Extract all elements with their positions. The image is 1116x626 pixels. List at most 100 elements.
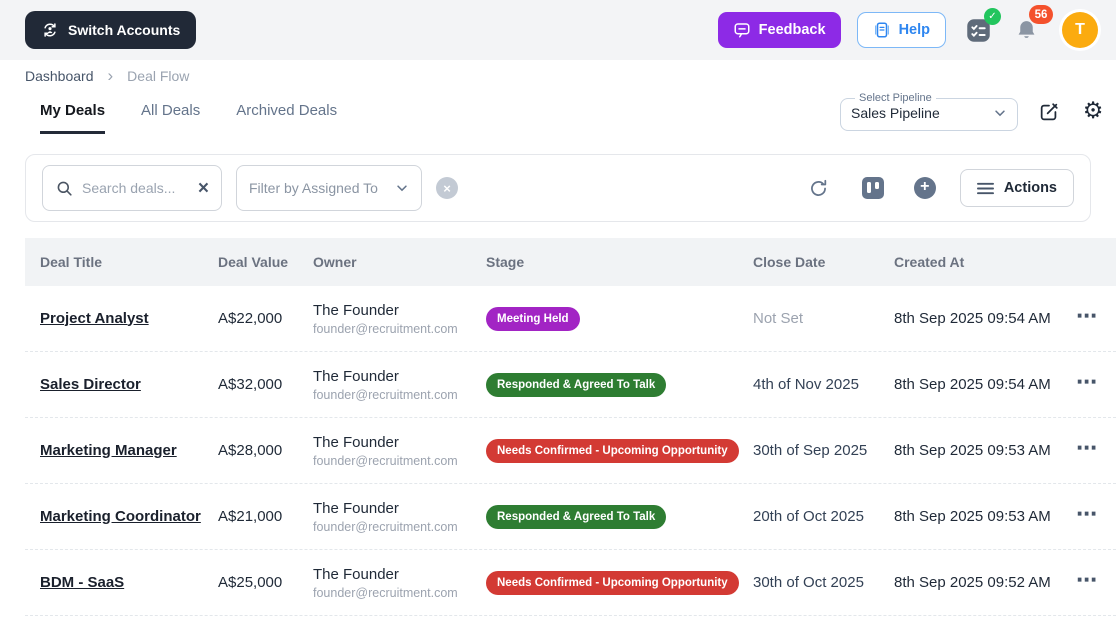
row-actions-button[interactable]: ⋯	[1076, 435, 1098, 460]
deal-value: A$25,000	[218, 574, 283, 591]
actions-label: Actions	[1003, 180, 1057, 196]
bell-icon	[1014, 18, 1039, 43]
tasks-button[interactable]: ✓	[962, 8, 1001, 46]
chevron-right-icon: ›	[107, 66, 114, 85]
deal-owner: The Founder founder@recruitment.com	[313, 368, 486, 402]
deal-owner: The Founder founder@recruitment.com	[313, 434, 486, 468]
tab-my-deals[interactable]: My Deals	[40, 102, 106, 134]
kanban-view-button[interactable]	[860, 175, 886, 201]
breadcrumb-dashboard[interactable]: Dashboard	[25, 67, 94, 84]
actions-button[interactable]: Actions	[959, 169, 1074, 207]
deal-value: A$28,000	[218, 442, 283, 459]
deal-owner: The Founder founder@recruitment.com	[313, 500, 486, 534]
owner-email: founder@recruitment.com	[313, 453, 458, 468]
column-header-close-date: Close Date	[753, 254, 826, 270]
refresh-icon	[808, 178, 829, 199]
deal-title-link[interactable]: Project Analyst	[40, 309, 149, 327]
checklist-icon	[965, 17, 992, 44]
avatar-initial: T	[1075, 21, 1085, 38]
assigned-to-filter-placeholder: Filter by Assigned To	[249, 180, 378, 196]
edit-pipeline-button[interactable]	[1036, 99, 1062, 125]
owner-name: The Founder	[313, 433, 399, 451]
feedback-button[interactable]: Feedback	[717, 12, 841, 48]
column-header-created-at: Created At	[894, 254, 965, 270]
assigned-to-filter[interactable]: Filter by Assigned To	[236, 165, 422, 211]
close-date: 30th of Oct 2025	[753, 574, 864, 591]
kanban-board-icon	[861, 177, 884, 199]
created-at: 8th Sep 2025 09:53 AM	[894, 508, 1051, 525]
stage-badge[interactable]: Needs Confirmed - Upcoming Opportunity	[486, 570, 739, 595]
close-date: 4th of Nov 2025	[753, 376, 859, 393]
pipeline-zone: Select Pipeline Sales Pipeline ⚙	[840, 92, 1106, 131]
stage-badge[interactable]: Meeting Held	[486, 306, 580, 331]
deal-owner: The Founder founder@recruitment.com	[313, 302, 486, 336]
owner-name: The Founder	[313, 367, 399, 385]
stage-badge[interactable]: Responded & Agreed To Talk	[486, 504, 667, 529]
tabs: My Deals All Deals Archived Deals	[40, 92, 337, 134]
topbar-right-cluster: Feedback Help ✓ 56 T	[717, 5, 1098, 48]
close-date: Not Set	[753, 310, 804, 327]
deal-title-link[interactable]: BDM - SaaS	[40, 573, 125, 591]
column-header-stage: Stage	[486, 254, 525, 270]
add-deal-button[interactable]: +	[913, 177, 936, 199]
owner-email: founder@recruitment.com	[313, 585, 458, 600]
breadcrumb-deal-flow: Deal Flow	[127, 67, 190, 84]
search-icon	[55, 179, 74, 198]
deals-table: Deal Title Deal Value Owner Stage Close …	[25, 238, 1116, 616]
settings-button[interactable]: ⚙	[1080, 99, 1106, 125]
clear-filters-button[interactable]: ×	[436, 177, 458, 199]
table-header: Deal Title Deal Value Owner Stage Close …	[25, 238, 1116, 286]
stage-badge[interactable]: Responded & Agreed To Talk	[486, 372, 667, 397]
pipeline-select[interactable]: Select Pipeline Sales Pipeline	[840, 92, 1018, 131]
feedback-icon	[733, 21, 751, 39]
table-row: Sales Director A$32,000 The Founder foun…	[25, 352, 1116, 418]
tasks-done-badge: ✓	[984, 8, 1001, 25]
row-actions-button[interactable]: ⋯	[1076, 303, 1098, 328]
clear-filters-icon: ×	[443, 180, 451, 196]
tab-archived-deals[interactable]: Archived Deals	[236, 102, 338, 119]
column-header-deal-title: Deal Title	[40, 254, 102, 270]
row-actions-button[interactable]: ⋯	[1076, 369, 1098, 394]
owner-name: The Founder	[313, 301, 399, 319]
deal-title-link[interactable]: Sales Director	[40, 375, 141, 393]
refresh-button[interactable]	[806, 175, 832, 201]
row-actions-button[interactable]: ⋯	[1076, 501, 1098, 526]
owner-name: The Founder	[313, 565, 399, 583]
deal-value: A$32,000	[218, 376, 283, 393]
created-at: 8th Sep 2025 09:53 AM	[894, 442, 1051, 459]
plus-icon: +	[920, 178, 930, 195]
owner-name: The Founder	[313, 499, 399, 517]
notification-count-badge: 56	[1029, 5, 1053, 24]
owner-email: founder@recruitment.com	[313, 321, 458, 336]
created-at: 8th Sep 2025 09:52 AM	[894, 574, 1051, 591]
gear-icon: ⚙	[1082, 98, 1104, 124]
deal-owner: The Founder founder@recruitment.com	[313, 566, 486, 600]
table-row: BDM - SaaS A$25,000 The Founder founder@…	[25, 550, 1116, 616]
switch-accounts-button[interactable]: Switch Accounts	[25, 11, 197, 49]
search-box: ×	[42, 165, 222, 211]
deal-title-link[interactable]: Marketing Manager	[40, 441, 177, 459]
close-date: 20th of Oct 2025	[753, 508, 864, 525]
stage-badge[interactable]: Needs Confirmed - Upcoming Opportunity	[486, 438, 739, 463]
created-at: 8th Sep 2025 09:54 AM	[894, 376, 1051, 393]
help-icon	[873, 21, 891, 39]
clear-search-icon[interactable]: ×	[197, 177, 209, 199]
column-header-deal-value: Deal Value	[218, 254, 289, 270]
table-row: Project Analyst A$22,000 The Founder fou…	[25, 286, 1116, 352]
row-actions-button[interactable]: ⋯	[1076, 567, 1098, 592]
deal-value: A$21,000	[218, 508, 283, 525]
deal-title-link[interactable]: Marketing Coordinator	[40, 507, 201, 525]
pipeline-select-label: Select Pipeline	[859, 92, 932, 104]
help-button[interactable]: Help	[856, 12, 946, 48]
owner-email: founder@recruitment.com	[313, 387, 458, 402]
avatar[interactable]: T	[1062, 12, 1098, 48]
deals-toolbar: × Filter by Assigned To × + Actions	[25, 154, 1091, 222]
top-bar: Switch Accounts Feedback Help ✓ 56	[0, 0, 1116, 60]
tab-all-deals[interactable]: All Deals	[141, 102, 201, 119]
table-row: Marketing Coordinator A$21,000 The Found…	[25, 484, 1116, 550]
hamburger-icon	[976, 181, 994, 196]
feedback-label: Feedback	[758, 22, 826, 38]
created-at: 8th Sep 2025 09:54 AM	[894, 310, 1051, 327]
notifications-button[interactable]: 56	[1010, 5, 1053, 46]
search-input[interactable]	[82, 180, 190, 196]
